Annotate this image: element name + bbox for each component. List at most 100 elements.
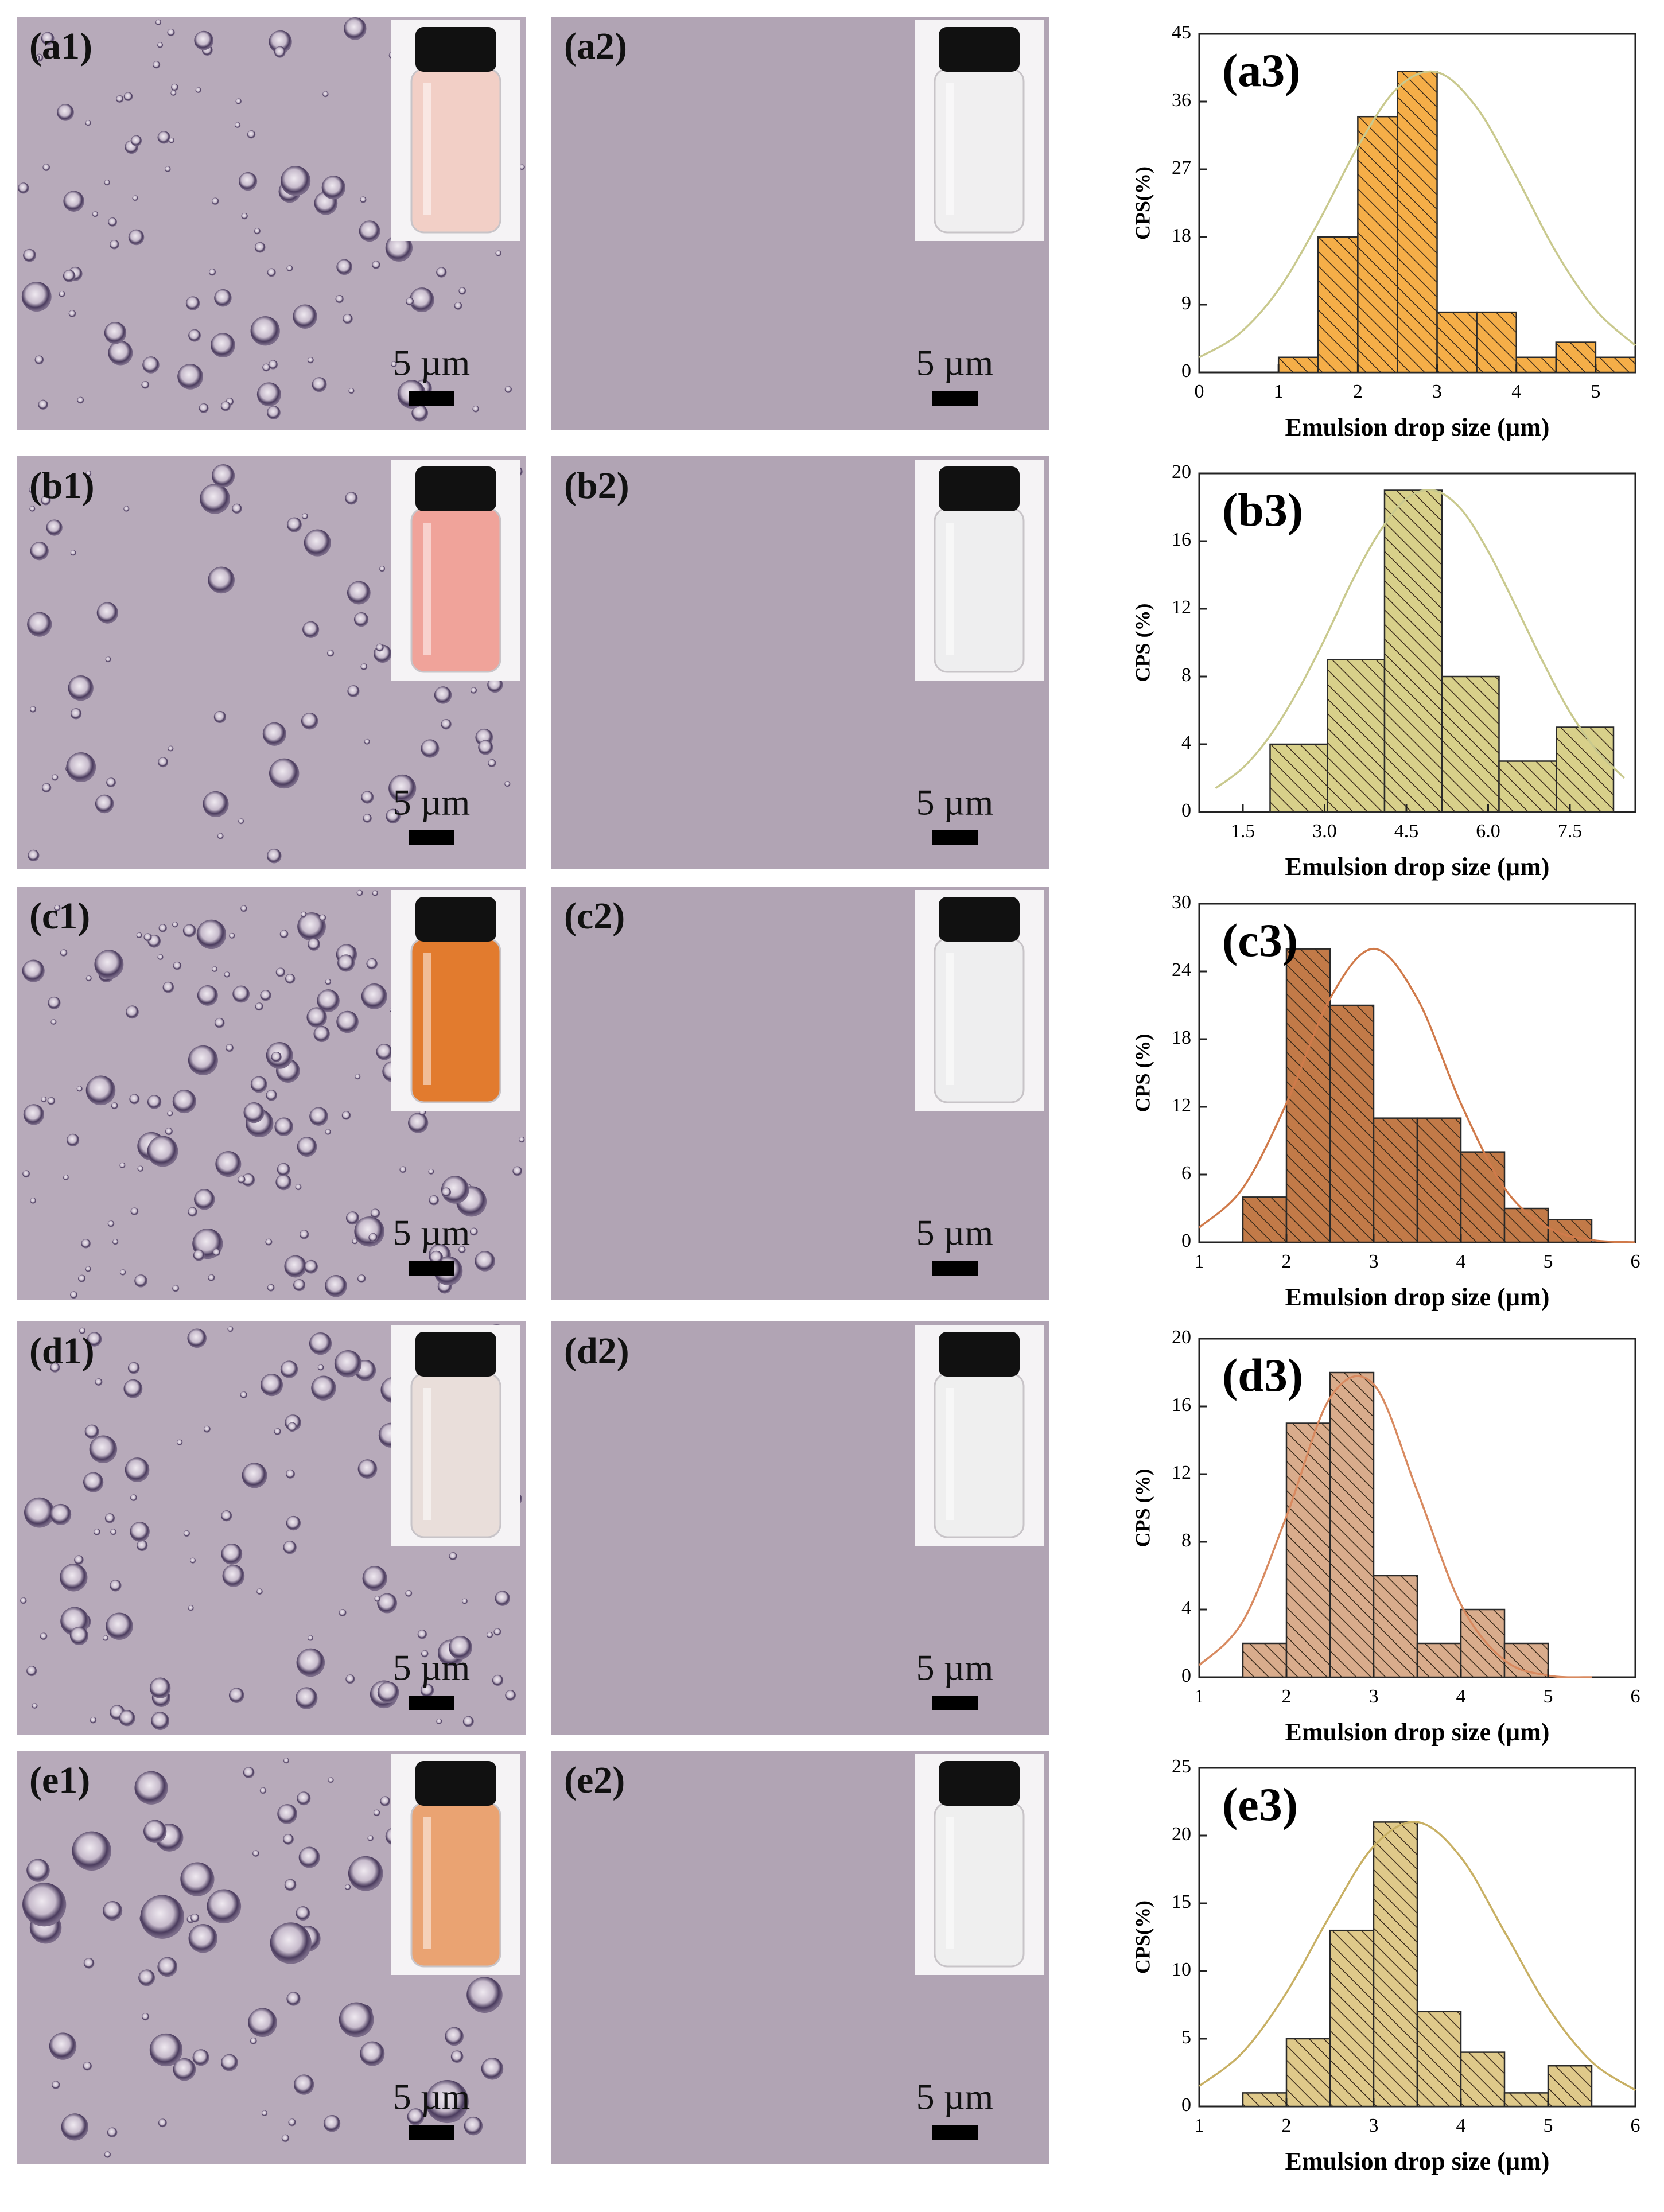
droplet <box>360 663 368 670</box>
bar <box>1242 1196 1288 1243</box>
droplet <box>107 2127 118 2138</box>
fit-curve <box>1198 1375 1592 1678</box>
droplet <box>345 492 358 505</box>
droplet <box>260 1374 283 1397</box>
droplet <box>322 91 329 98</box>
droplet <box>268 360 278 370</box>
x-tick-label: 7.5 <box>1558 821 1583 842</box>
droplet <box>49 2032 77 2060</box>
droplet <box>167 1110 173 1117</box>
droplet <box>95 794 114 814</box>
bar <box>1329 1004 1375 1243</box>
droplet <box>304 1259 318 1274</box>
scale-label: 5 µm <box>916 1647 994 1688</box>
droplet <box>411 405 429 422</box>
scale-label: 5 µm <box>916 1212 994 1253</box>
droplet <box>95 1378 103 1386</box>
x-tick-label: 6.0 <box>1476 821 1500 842</box>
droplet <box>280 1360 298 1378</box>
droplet <box>221 1544 243 1565</box>
vial-highlight <box>946 953 954 1085</box>
droplet <box>171 83 178 91</box>
droplet <box>221 1510 232 1522</box>
droplet <box>317 989 340 1012</box>
droplet <box>262 722 286 746</box>
droplet <box>208 1274 215 1281</box>
droplet <box>347 581 371 605</box>
droplet <box>298 1846 320 1868</box>
droplet <box>111 1102 118 1110</box>
droplet <box>300 911 307 918</box>
y-tick-label: 16 <box>1172 1394 1191 1416</box>
droplet <box>385 234 413 262</box>
droplet <box>134 1771 168 1805</box>
droplet <box>286 517 302 532</box>
droplet <box>87 1332 102 1347</box>
micrograph: (a1) 5 µm <box>17 17 526 430</box>
panel-label: (b2) <box>564 465 629 507</box>
droplet <box>203 1425 211 1433</box>
droplet <box>325 978 332 985</box>
droplet <box>339 1608 347 1616</box>
y-tick-label: 5 <box>1181 2027 1191 2048</box>
droplet <box>293 304 317 329</box>
droplet <box>104 180 110 186</box>
droplet <box>362 1566 387 1591</box>
droplet <box>296 1687 318 1709</box>
y-tick-label: 9 <box>1181 293 1191 314</box>
droplet <box>285 974 296 984</box>
droplet <box>399 1166 407 1173</box>
droplet <box>211 333 235 357</box>
droplet <box>297 912 326 941</box>
fit-curve <box>1198 1821 1636 2092</box>
droplet <box>138 1969 155 1986</box>
vial-cap <box>939 1761 1020 1806</box>
droplet <box>267 268 276 277</box>
panel-label: (e1) <box>29 1759 90 1801</box>
droplet <box>242 1173 255 1187</box>
x-axis-label: Emulsion drop size (µm) <box>1285 413 1550 441</box>
droplet <box>187 1328 207 1348</box>
x-tick-label: 0 <box>1195 381 1204 402</box>
droplet <box>287 1422 297 1432</box>
droplet <box>421 739 440 758</box>
droplet <box>505 1690 516 1701</box>
bar <box>1357 115 1398 374</box>
droplet <box>250 2038 257 2044</box>
y-tick-label: 4 <box>1181 732 1191 753</box>
droplet <box>130 1207 139 1215</box>
droplet <box>168 137 174 143</box>
micrograph: (e2) 5 µm <box>551 1751 1049 2164</box>
scale-label: 5 µm <box>393 1647 471 1688</box>
droplet <box>129 1094 140 1105</box>
droplet <box>28 849 40 861</box>
droplet <box>434 686 452 704</box>
droplet <box>493 1628 501 1636</box>
droplet <box>254 242 266 253</box>
scale-bar <box>932 1261 978 1276</box>
droplet <box>208 566 235 594</box>
droplet <box>22 1883 67 1927</box>
droplet <box>46 519 63 536</box>
droplet <box>137 1540 148 1552</box>
droplet <box>214 1017 225 1028</box>
droplet <box>66 1133 80 1146</box>
droplet <box>226 1044 234 1052</box>
droplet <box>50 1362 60 1373</box>
droplet <box>70 1291 78 1299</box>
droplet <box>48 996 61 1009</box>
bar <box>1373 1821 1418 2108</box>
droplet <box>519 164 525 170</box>
scale-label: 5 µm <box>393 2077 471 2117</box>
droplet <box>214 289 232 307</box>
droplet <box>229 932 235 939</box>
droplet <box>142 356 160 374</box>
droplet <box>269 758 300 789</box>
droplet <box>76 1086 83 1092</box>
droplet <box>323 2115 341 2132</box>
y-axis-label: CPS(%) <box>1131 166 1154 240</box>
droplet <box>247 130 256 139</box>
droplet <box>127 1362 140 1374</box>
y-tick-label: 0 <box>1181 360 1191 382</box>
micrograph: (a2) 5 µm <box>551 17 1049 430</box>
